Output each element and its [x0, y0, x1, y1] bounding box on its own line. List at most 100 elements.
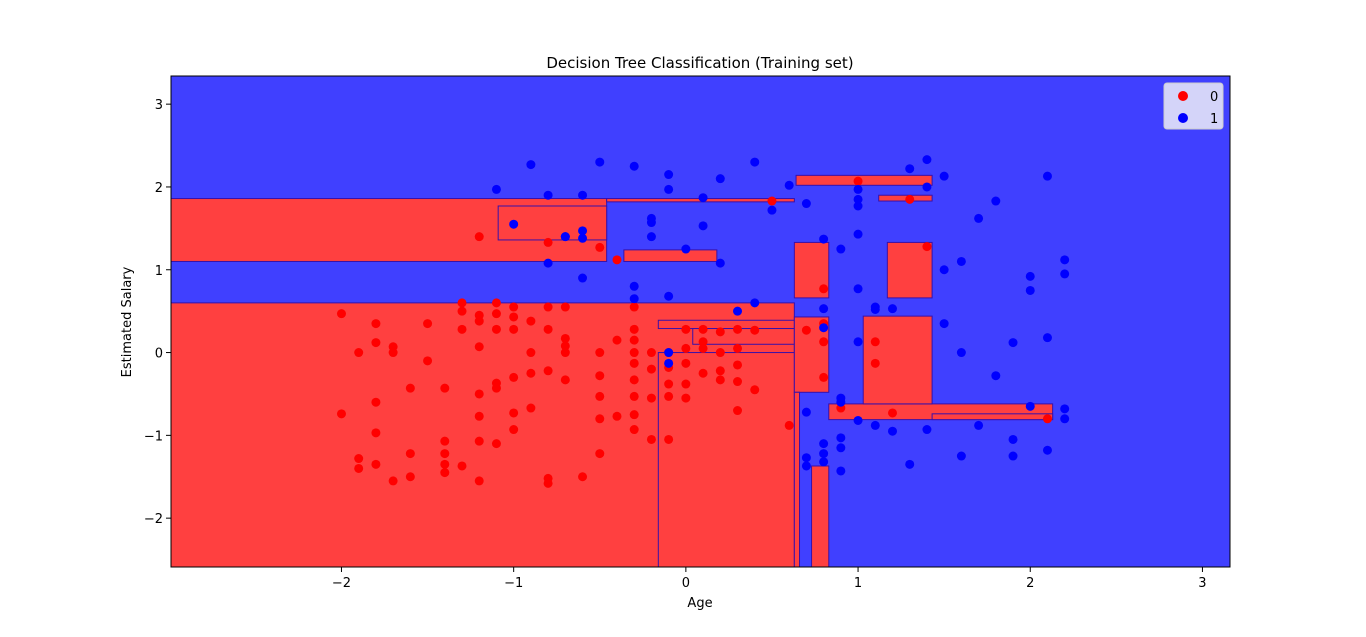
data-point-class-0 [423, 319, 433, 329]
data-points [336, 155, 1070, 488]
data-point-class-1 [543, 258, 553, 268]
data-point-class-0 [371, 319, 381, 329]
data-point-class-1 [560, 232, 570, 242]
data-point-class-0 [595, 348, 605, 358]
data-point-class-0 [646, 434, 656, 444]
data-point-class-0 [595, 449, 605, 459]
data-point-class-0 [336, 309, 346, 319]
data-point-class-0 [560, 333, 570, 343]
data-point-class-1 [1042, 333, 1052, 343]
data-point-class-1 [801, 407, 811, 417]
x-tick-label: 1 [854, 576, 862, 591]
data-point-class-0 [819, 284, 829, 294]
data-point-class-1 [629, 294, 639, 304]
data-point-class-0 [405, 472, 415, 482]
data-point-class-1 [819, 323, 829, 333]
data-point-class-1 [819, 234, 829, 244]
data-point-class-0 [1042, 414, 1052, 424]
data-point-class-0 [733, 343, 743, 353]
data-point-class-0 [354, 463, 364, 473]
data-point-class-0 [354, 454, 364, 464]
data-point-class-0 [474, 389, 484, 399]
data-point-class-0 [801, 325, 811, 335]
data-point-class-1 [853, 337, 863, 347]
data-point-class-0 [526, 368, 536, 378]
data-point-class-1 [974, 213, 984, 223]
data-point-class-0 [750, 325, 760, 335]
data-point-class-1 [1060, 269, 1070, 279]
data-point-class-1 [853, 194, 863, 204]
data-point-class-1 [956, 451, 966, 461]
data-point-class-0 [681, 393, 691, 403]
data-point-class-0 [474, 342, 484, 352]
data-point-class-0 [578, 472, 588, 482]
data-point-class-1 [767, 205, 777, 215]
data-point-class-1 [853, 184, 863, 194]
decision-region-class-0 [886, 241, 933, 299]
data-point-class-0 [819, 372, 829, 382]
data-point-class-0 [819, 337, 829, 347]
data-point-class-0 [509, 302, 519, 312]
data-point-class-1 [1025, 285, 1035, 295]
data-point-class-0 [491, 383, 501, 393]
data-point-class-0 [681, 358, 691, 368]
data-point-class-1 [750, 157, 760, 167]
data-point-class-0 [543, 324, 553, 334]
data-point-class-1 [991, 196, 1001, 206]
data-point-class-1 [801, 461, 811, 471]
decision-regions [171, 174, 1054, 567]
y-axis-label: Estimated Salary [120, 266, 135, 377]
data-point-class-0 [491, 439, 501, 449]
data-point-class-1 [836, 466, 846, 476]
decision-region-class-0 [692, 328, 795, 345]
y-tick-label: 1 [155, 264, 163, 279]
data-point-class-1 [1008, 451, 1018, 461]
data-point-class-0 [595, 391, 605, 401]
data-point-class-1 [681, 244, 691, 254]
data-point-class-0 [698, 337, 708, 347]
data-point-class-1 [646, 232, 656, 242]
y-tick-label: 3 [155, 98, 163, 113]
data-point-class-1 [1060, 414, 1070, 424]
data-point-class-0 [750, 385, 760, 395]
x-tick-label: 2 [1026, 576, 1034, 591]
data-point-class-0 [681, 343, 691, 353]
data-point-class-1 [664, 184, 674, 194]
x-axis: −2 −1 0 1 2 3 [332, 567, 1207, 591]
data-point-class-1 [819, 304, 829, 314]
data-point-class-0 [629, 335, 639, 345]
data-point-class-0 [457, 461, 467, 471]
data-point-class-1 [1042, 445, 1052, 455]
data-point-class-0 [733, 324, 743, 334]
data-point-class-0 [560, 341, 570, 351]
legend: 0 1 [1163, 82, 1224, 130]
data-point-class-1 [801, 453, 811, 463]
data-point-class-0 [474, 411, 484, 421]
data-point-class-0 [543, 366, 553, 376]
decision-region-class-0 [931, 413, 1054, 421]
data-point-class-1 [664, 291, 674, 301]
chart-title: Decision Tree Classification (Training s… [546, 54, 853, 72]
data-point-class-0 [457, 306, 467, 316]
data-point-class-0 [698, 324, 708, 334]
data-point-class-0 [474, 232, 484, 242]
legend-marker-0 [1178, 91, 1188, 101]
x-tick-label: −2 [332, 576, 351, 591]
data-point-class-0 [543, 478, 553, 488]
data-point-class-1 [887, 304, 897, 314]
data-point-class-0 [681, 379, 691, 389]
data-point-class-0 [698, 368, 708, 378]
data-point-class-0 [715, 348, 725, 358]
data-point-class-1 [733, 306, 743, 316]
data-point-class-1 [491, 184, 501, 194]
data-point-class-1 [870, 304, 880, 314]
data-point-class-0 [629, 410, 639, 420]
data-point-class-1 [1060, 404, 1070, 414]
data-point-class-0 [405, 383, 415, 393]
data-point-class-1 [664, 348, 674, 358]
data-point-class-0 [491, 309, 501, 319]
data-point-class-1 [905, 164, 915, 174]
x-axis-label: Age [687, 596, 712, 611]
data-point-class-1 [870, 420, 880, 430]
